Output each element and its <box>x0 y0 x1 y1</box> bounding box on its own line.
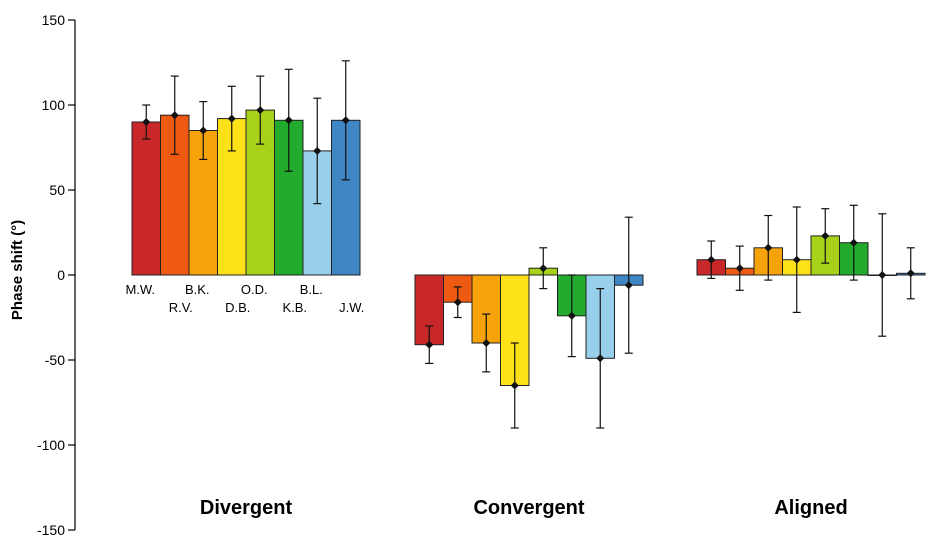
bars <box>132 110 925 385</box>
subject-label: M.W. <box>125 282 155 297</box>
subject-label: J.W. <box>339 300 364 315</box>
group-labels: Divergent Convergent Aligned <box>200 497 848 519</box>
mean-marker <box>907 269 915 277</box>
y-tick-label: 100 <box>42 97 66 113</box>
subject-label: D.B. <box>225 300 250 315</box>
group-label: Convergent <box>473 497 584 519</box>
group-label: Aligned <box>774 497 847 519</box>
y-tick-label: 150 <box>42 12 66 28</box>
subject-label: B.L. <box>300 282 323 297</box>
subject-label: B.K. <box>185 282 210 297</box>
subject-label: R.V. <box>169 300 193 315</box>
bar <box>132 122 161 275</box>
y-tick-label: 0 <box>57 267 65 283</box>
y-tick-label: -150 <box>37 522 65 538</box>
mean-marker <box>878 271 886 279</box>
subject-label: O.D. <box>241 282 268 297</box>
y-tick-label: -100 <box>37 437 65 453</box>
y-axis-label: Phase shift (°) <box>9 220 26 320</box>
y-tick-label: 50 <box>49 182 65 198</box>
subject-labels: M.W. R.V. B.K. D.B. O.D. K.B. B.L. J.W. <box>125 282 364 315</box>
y-tick-label: -50 <box>45 352 65 368</box>
group-label: Divergent <box>200 497 293 519</box>
subject-label: K.B. <box>282 300 307 315</box>
